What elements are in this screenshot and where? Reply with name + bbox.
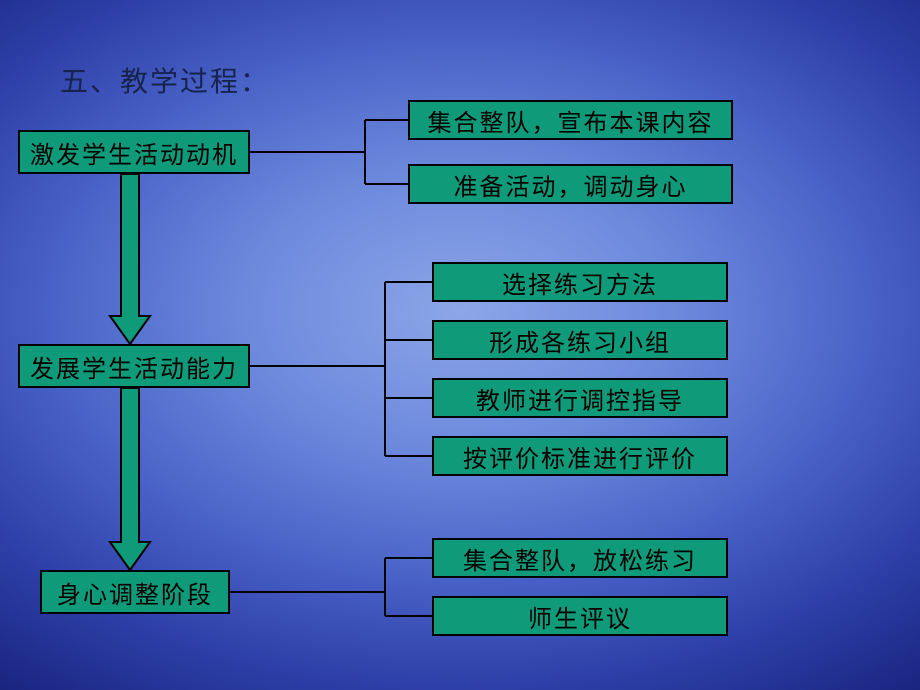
box-review: 师生评议	[432, 596, 728, 636]
box-groups: 形成各练习小组	[432, 320, 728, 360]
box-choose: 选择练习方法	[432, 262, 728, 302]
box-evaluate: 按评价标准进行评价	[432, 436, 728, 476]
box-relax: 集合整队，放松练习	[432, 538, 728, 578]
box-guide: 教师进行调控指导	[432, 378, 728, 418]
heading: 五、教学过程：	[60, 60, 270, 100]
box-warmup: 准备活动，调动身心	[408, 164, 733, 204]
box-motivate: 激发学生活动动机	[18, 130, 250, 174]
box-develop: 发展学生活动能力	[18, 344, 250, 388]
box-assemble: 集合整队，宣布本课内容	[408, 100, 733, 140]
box-adjust: 身心调整阶段	[40, 570, 230, 614]
slide: 五、教学过程： 激发学生活动动机 发展学生活动能力 身心调整阶段 集合整队，宣布…	[0, 0, 920, 690]
